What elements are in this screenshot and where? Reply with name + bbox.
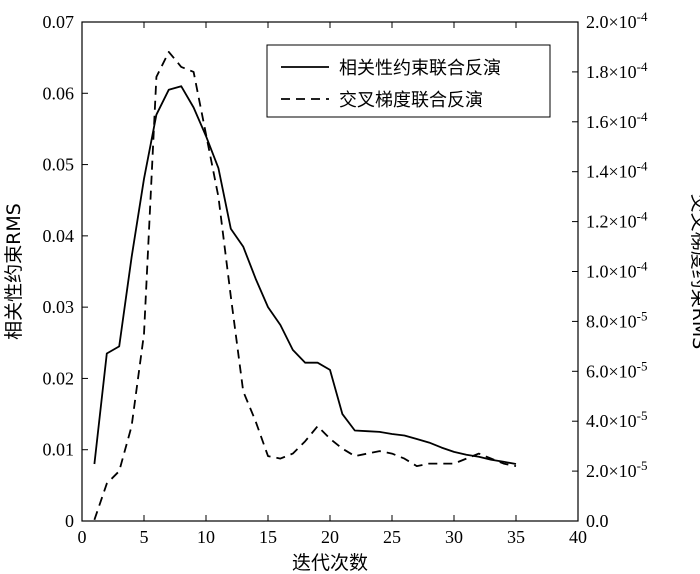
y-left-tick-label: 0.03 [43,297,75,317]
y-right-tick-label: 2.0×10-4 [586,9,648,32]
y-right-tick-label: 8.0×10-5 [586,308,648,331]
legend-label: 相关性约束联合反演 [339,58,501,79]
legend-label: 交叉梯度联合反演 [339,90,483,111]
y-left-tick-label: 0.04 [43,226,75,246]
y-left-tick-label: 0.01 [43,440,75,460]
y-left-tick-label: 0 [65,511,74,531]
x-tick-label: 20 [321,527,339,547]
x-tick-label: 15 [259,527,277,547]
x-tick-label: 30 [445,527,463,547]
y-right-tick-label: 1.6×10-4 [586,109,648,132]
y-right-tick-label: 4.0×10-5 [586,408,648,431]
x-tick-label: 0 [78,527,87,547]
y-right-axis-title: 交叉梯度约束RMS [688,194,700,350]
y-left-tick-label: 0.02 [43,368,75,388]
y-left-tick-label: 0.06 [43,83,75,103]
x-tick-label: 5 [140,527,149,547]
y-right-tick-label: 2.0×10-5 [586,458,648,481]
y-right-tick-label: 1.8×10-4 [586,59,648,82]
y-right-tick-label: 0.0 [586,511,609,531]
legend-box [266,44,551,118]
x-axis-title: 迭代次数 [292,552,368,574]
series-line-correlation [93,85,517,465]
series-line-cross-gradient [93,51,517,521]
x-tick-label: 40 [569,527,587,547]
y-left-tick-label: 0.05 [43,155,75,175]
y-right-tick-label: 1.0×10-4 [586,259,648,282]
y-right-tick-label: 1.4×10-4 [586,159,648,182]
x-tick-label: 35 [507,527,525,547]
y-right-tick-label: 1.2×10-4 [586,209,648,232]
y-right-tick-label: 6.0×10-5 [586,358,648,381]
y-left-axis-title: 相关性约束RMS [3,203,25,340]
x-tick-label: 25 [383,527,401,547]
x-tick-label: 10 [197,527,215,547]
y-left-tick-label: 0.07 [43,12,75,32]
